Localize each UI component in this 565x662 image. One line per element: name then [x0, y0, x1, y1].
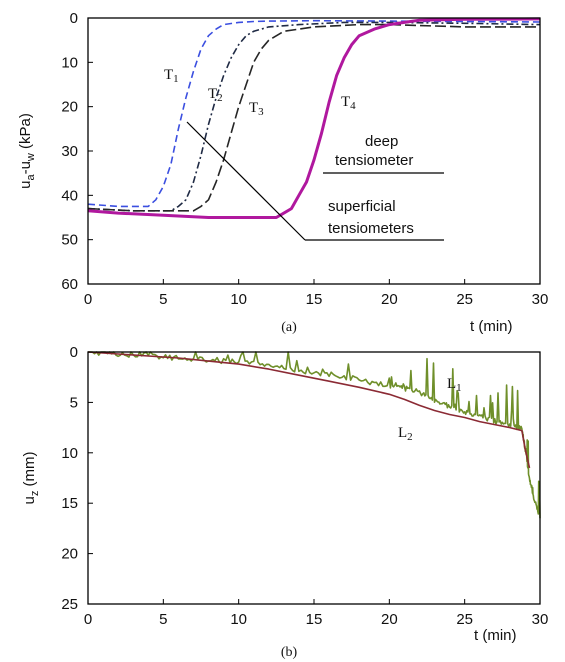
- chart-a-frame: [87, 17, 541, 285]
- chart-b-y-axis-label: uz (mm): [21, 452, 41, 505]
- series-label-t4: T4: [341, 94, 356, 112]
- chart-a-series-line-t3: [87, 23, 540, 212]
- chart-a-series-group: [87, 17, 541, 219]
- chart-a-y-tick-label: 30: [61, 143, 78, 160]
- chart-b-y-tick-label: 0: [70, 344, 78, 361]
- chart-b-tick-group: 0 5 10 15 20 25 30 0 5 10 15 20 25: [61, 344, 548, 628]
- series-label-t3: T3: [249, 100, 264, 118]
- chart-b-series-group: [87, 351, 541, 519]
- chart-a-x-tick-label: 0: [84, 291, 92, 308]
- chart-b-x-tick-label: 15: [306, 611, 323, 628]
- chart-a-x-tick-label: 15: [306, 291, 323, 308]
- svg-text:tensiometer: tensiometer: [335, 152, 413, 169]
- chart-b-y-tick-label: 10: [61, 445, 78, 462]
- series-label-l1: L1: [447, 376, 462, 394]
- chart-a-y-tick-label: 0: [70, 10, 78, 27]
- chart-b-x-tick-label: 20: [381, 611, 398, 628]
- chart-a-series-line-t2: [87, 21, 541, 212]
- chart-b: 0 5 10 15 20 25 30 0 5 10 15 20 25 uz (mm) t (min) (…: [21, 344, 548, 660]
- chart-b-x-tick-label: 0: [84, 611, 92, 628]
- series-label-l2: L2: [398, 425, 413, 443]
- chart-a-y-tick-label: 40: [61, 187, 78, 204]
- annotation-deep-tensiometer: deep tensiometer: [323, 133, 444, 174]
- chart-b-x-tick-label: 30: [532, 611, 549, 628]
- chart-a-y-tick-label: 20: [61, 99, 78, 116]
- chart-a: 0 5 10 15 20 25 30 0 10 20 30 40 50 60 ua-uw (kPa) t …: [17, 10, 548, 335]
- chart-a-y-tick-label: 10: [61, 54, 78, 71]
- chart-a-series-line-t1: [87, 19, 541, 208]
- chart-b-x-tick-label: 10: [230, 611, 247, 628]
- chart-a-x-axis-label: t (min): [470, 318, 513, 335]
- chart-a-x-tick-label: 20: [381, 291, 398, 308]
- chart-a-panel-label: (a): [281, 320, 297, 335]
- chart-b-x-axis-label: t (min): [474, 627, 517, 644]
- chart-a-tick-group: 0 5 10 15 20 25 30 0 10 20 30 40 50 60: [61, 10, 548, 308]
- chart-a-series-line-t4: [87, 17, 541, 219]
- annotation-superficial-tensiometers: superficial tensiometers: [186, 121, 444, 241]
- series-label-t1: T1: [164, 67, 179, 85]
- chart-b-y-tick-label: 20: [61, 546, 78, 563]
- chart-a-x-tick-label: 25: [456, 291, 473, 308]
- chart-b-x-tick-label: 25: [456, 611, 473, 628]
- chart-a-x-tick-label: 5: [159, 291, 167, 308]
- chart-b-y-tick-label: 15: [61, 495, 78, 512]
- chart-b-panel-label: (b): [281, 645, 298, 660]
- chart-a-x-tick-label: 30: [532, 291, 549, 308]
- chart-a-y-axis-label: ua-uw (kPa): [17, 113, 37, 189]
- chart-b-y-tick-label: 25: [61, 596, 78, 613]
- chart-b-series-line-l1: [88, 351, 541, 519]
- chart-a-x-tick-label: 10: [230, 291, 247, 308]
- chart-a-y-tick-label: 50: [61, 232, 78, 249]
- chart-b-frame: [87, 351, 541, 605]
- svg-text:deep: deep: [365, 133, 398, 150]
- chart-b-y-tick-label: 5: [70, 394, 78, 411]
- chart-b-series-line-l2: [87, 351, 531, 469]
- svg-text:tensiometers: tensiometers: [328, 220, 414, 237]
- chart-a-y-tick-label: 60: [61, 276, 78, 293]
- svg-text:superficial: superficial: [328, 198, 396, 215]
- chart-b-x-tick-label: 5: [159, 611, 167, 628]
- series-label-t2: T2: [208, 86, 223, 104]
